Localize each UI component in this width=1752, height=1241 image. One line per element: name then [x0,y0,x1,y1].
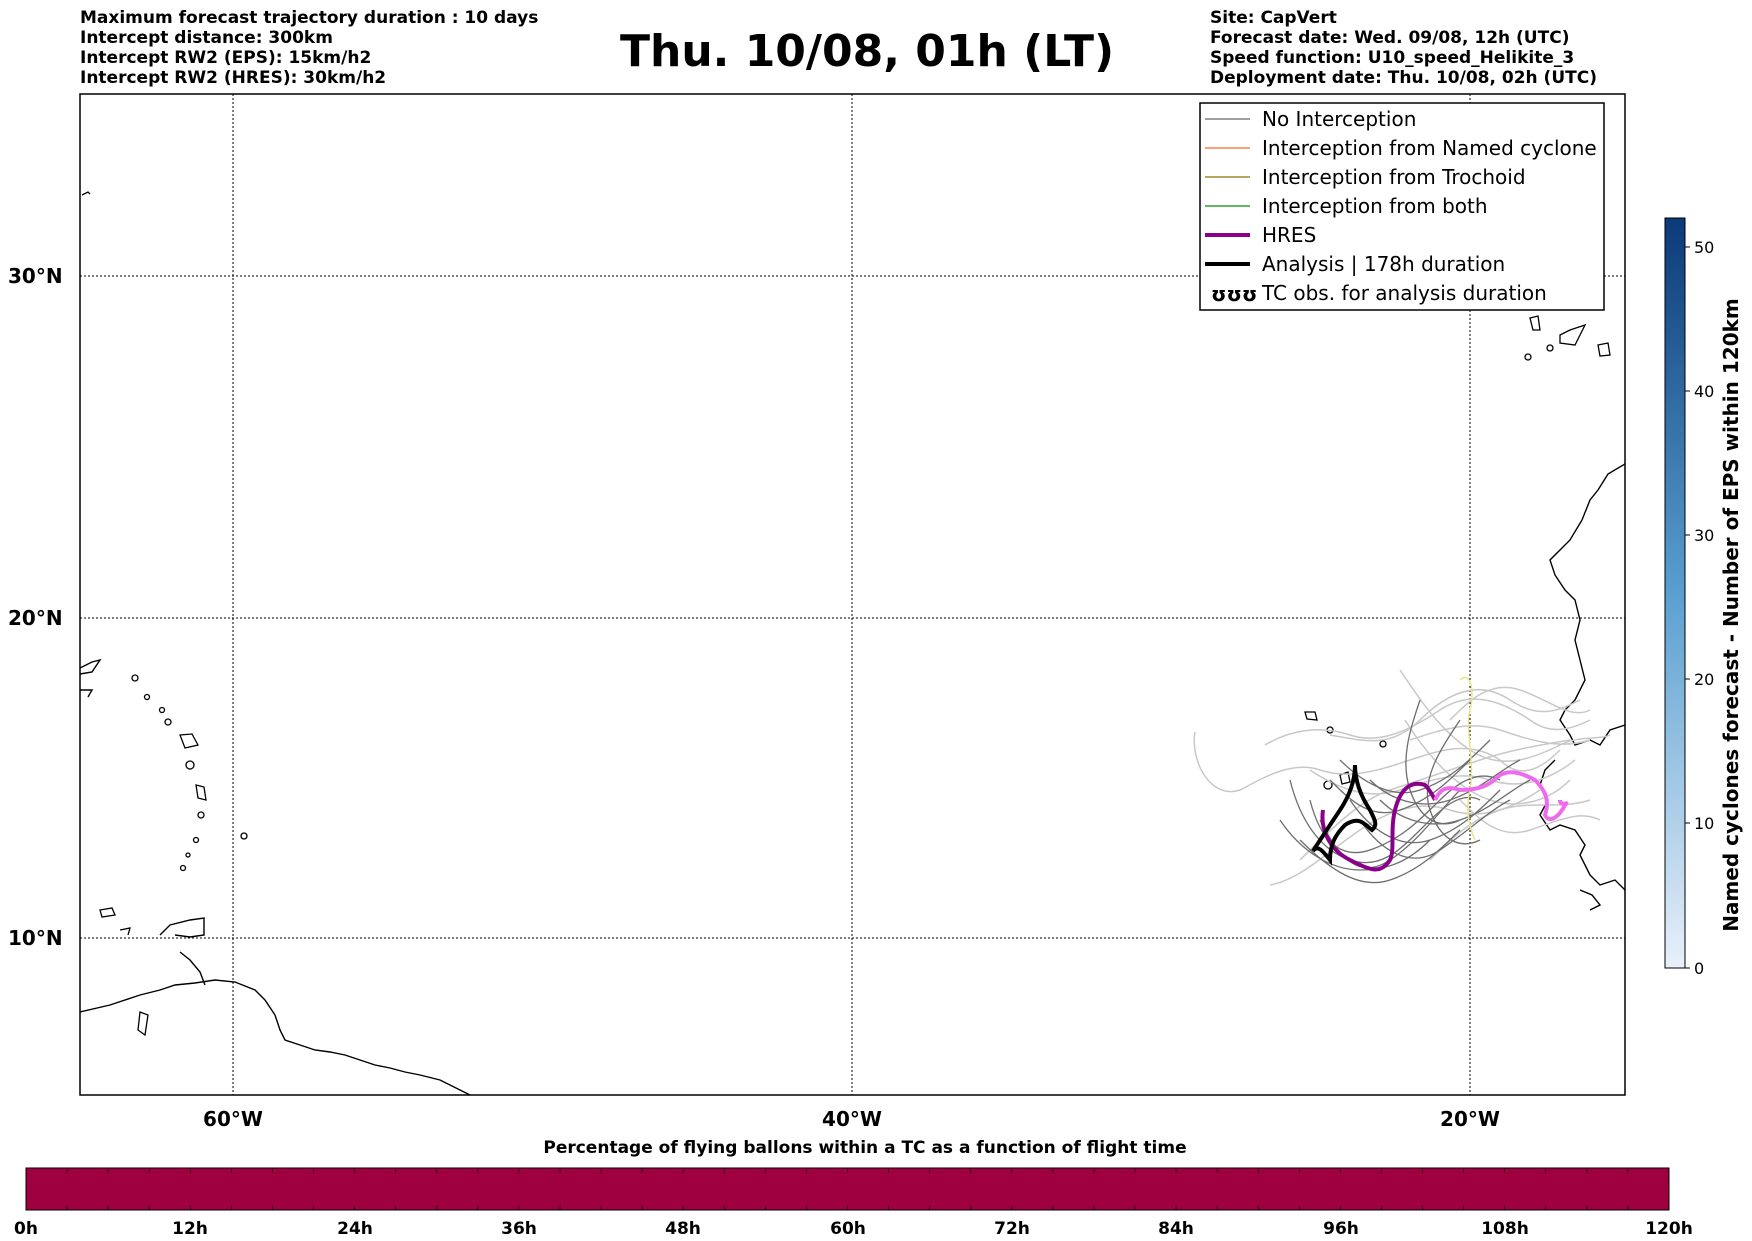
colorbar-bottom-tick-12h: 12h [172,1219,208,1239]
colorbar-bottom-tick-24h: 24h [337,1219,373,1239]
header-site: Site: CapVert [1210,8,1337,28]
legend-box [1199,102,1605,311]
header-intercept-distance: Intercept distance: 300km [80,28,333,48]
header-right: Site: CapVert Forecast date: Wed. 09/08,… [1210,8,1597,88]
colorbar-right-label: Named cyclones forecast - Number of EPS … [1719,298,1743,932]
coastline-canary-islands [1524,315,1611,361]
colorbar-right: 0 10 20 30 40 50 Named cyclones forecast… [1664,217,1743,978]
legend-label-trochoid: Interception from Trochoid [1262,165,1526,189]
header-duration: Maximum forecast trajectory duration : 1… [80,8,539,28]
legend-label-analysis: Analysis | 178h duration [1262,252,1505,276]
header-forecast-date: Forecast date: Wed. 09/08, 12h (UTC) [1210,28,1570,48]
lat-label-10n: 10°N [8,926,63,950]
lat-label-20n: 20°N [8,606,63,630]
coastline-caribbean-islands [81,191,248,1037]
colorbar-bottom-tick-60h: 60h [830,1219,866,1239]
colorbar-bottom-ticks [66,1168,1629,1210]
header-deployment-date: Deployment date: Thu. 10/08, 02h (UTC) [1210,68,1597,88]
colorbar-bottom-tick-36h: 36h [501,1219,537,1239]
colorbar-right-gradient [1664,217,1686,969]
colorbar-right-tick-30: 30 [1694,526,1714,545]
legend-label-no-interception: No Interception [1262,107,1416,131]
legend: No Interception Interception from Named … [1199,102,1605,311]
legend-label-hres: HRES [1262,223,1316,247]
gridlines [80,94,1625,1095]
colorbar-right-tick-0: 0 [1694,959,1704,978]
colorbar-right-tick-20: 20 [1694,670,1714,689]
legend-label-both: Interception from both [1262,194,1488,218]
header-speed-function: Speed function: U10_speed_Helikite_3 [1210,48,1575,68]
colorbar-bottom-tick-0h: 0h [14,1219,38,1239]
lat-label-30n: 30°N [8,264,63,288]
colorbar-right-tick-50: 50 [1694,238,1714,257]
legend-label-named-cyclone: Interception from Named cyclone [1262,136,1597,160]
header-intercept-hres: Intercept RW2 (HRES): 30km/h2 [80,68,387,88]
colorbar-bottom-tick-72h: 72h [994,1219,1030,1239]
colorbar-bottom-tick-84h: 84h [1158,1219,1194,1239]
header-left: Maximum forecast trajectory duration : 1… [80,8,538,88]
colorbar-bottom-tick-120h: 120h [1645,1219,1693,1239]
colorbar-bottom-title: Percentage of flying ballons within a TC… [543,1138,1186,1158]
analysis-trajectory [1311,764,1378,866]
colorbar-bottom-tick-108h: 108h [1481,1219,1529,1239]
lon-label-20w: 20°W [1440,1107,1500,1131]
map-title: Thu. 10/08, 01h (LT) [620,26,1115,77]
colorbar-bottom-tick-96h: 96h [1323,1219,1359,1239]
colorbar-right-tick-40: 40 [1694,382,1714,401]
legend-label-tc-obs: TC obs. for analysis duration [1261,281,1547,305]
tc-obs-symbol-icon: ʊʊʊ [1211,282,1257,306]
coastline-south-america [80,658,471,1095]
lon-label-40w: 40°W [822,1107,882,1131]
colorbar-bottom: Percentage of flying ballons within a TC… [14,1138,1693,1239]
trochoid-trajectory [1459,676,1476,841]
colorbar-bottom-fill [25,1167,1670,1211]
colorbar-right-tick-10: 10 [1694,814,1714,833]
header-intercept-eps: Intercept RW2 (EPS): 15km/h2 [80,48,372,68]
colorbar-bottom-tick-48h: 48h [665,1219,701,1239]
hres-trajectory [1320,770,1569,872]
lon-label-60w: 60°W [203,1107,263,1131]
